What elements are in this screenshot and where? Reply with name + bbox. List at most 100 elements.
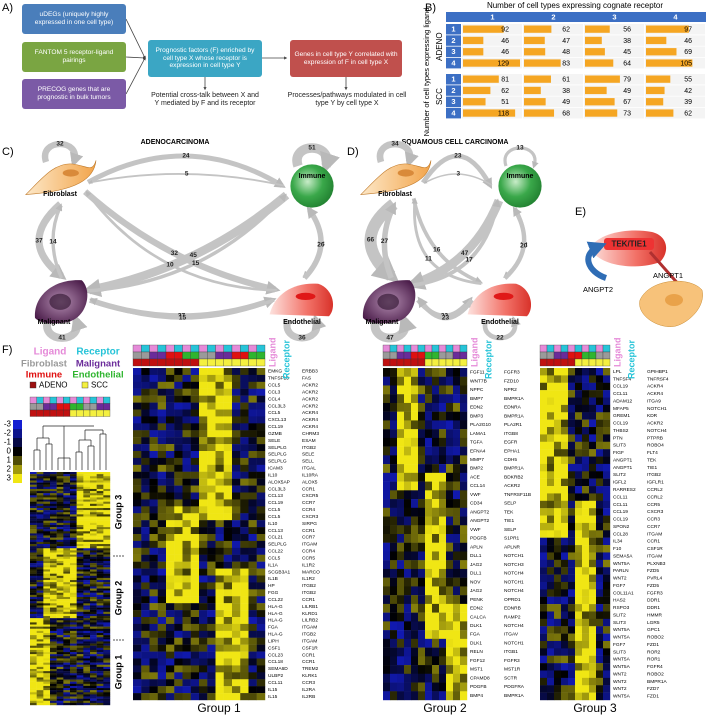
heatmap-cell	[460, 437, 468, 447]
receptor-gene: LILRB1	[302, 604, 318, 610]
heatmap-cell	[418, 507, 426, 517]
header-cell	[76, 396, 84, 404]
heatmap-cell	[30, 522, 37, 526]
heatmap-cell	[446, 481, 454, 491]
heatmap-cell	[63, 662, 71, 665]
heatmap-cell	[411, 516, 419, 526]
heatmap-cell	[83, 635, 91, 638]
heatmap-cell	[174, 423, 183, 431]
heatmap-cell	[50, 645, 57, 649]
heatmap-cell	[603, 500, 611, 509]
receptor-gene: ITGB2	[647, 472, 661, 478]
ligand-gene: IL15	[268, 687, 278, 693]
heatmap-cell	[166, 402, 175, 410]
heatmap-cell	[96, 601, 104, 604]
heatmap-cell	[248, 520, 257, 528]
heatmap-cell	[141, 623, 150, 632]
cell	[645, 74, 705, 85]
heatmap-cell	[63, 611, 71, 615]
heatmap-cell	[63, 484, 71, 488]
heatmap-cell	[568, 478, 576, 487]
heatmap-cell	[50, 607, 57, 610]
heatmap-cell	[554, 463, 562, 472]
heatmap-cell	[215, 437, 224, 445]
heatmap-cell	[575, 670, 583, 679]
nucleus	[295, 292, 316, 300]
heatmap-cell	[36, 510, 44, 513]
heatmap-cell	[432, 560, 440, 570]
heatmap-cell	[554, 677, 562, 686]
heatmap-cell	[240, 589, 249, 597]
heatmap-cell	[582, 626, 590, 634]
edge-label: 11	[425, 255, 432, 262]
ligand-gene: BMP3	[470, 413, 483, 419]
heatmap-cell	[56, 584, 64, 587]
heatmap-cell	[96, 524, 104, 528]
heatmap-cell	[439, 420, 447, 430]
heatmap-cell	[83, 668, 91, 672]
heatmap-cell	[96, 499, 104, 502]
heatmap-cell	[603, 692, 611, 701]
heatmap-cell	[36, 641, 44, 644]
heatmap-cell	[190, 451, 200, 459]
heatmap-cell	[596, 412, 604, 420]
heatmap-cell	[36, 609, 44, 612]
heatmap-cell	[103, 628, 111, 632]
heatmap-cell	[582, 604, 590, 612]
heatmap-cell	[30, 476, 37, 479]
heatmap-cell	[141, 513, 150, 521]
heatmap-cell	[439, 691, 447, 701]
heatmap-cell	[411, 402, 419, 412]
ligand-gene: SLIT2	[613, 472, 626, 478]
heatmap-cell	[568, 530, 576, 538]
heatmap-cell	[36, 596, 44, 600]
heatmap-cell	[174, 368, 183, 376]
heatmap-cell	[411, 490, 419, 500]
heatmap-cell	[199, 561, 208, 569]
heatmap-cell	[397, 595, 405, 605]
heatmap-cell	[207, 561, 216, 569]
heatmap-cell	[70, 690, 77, 693]
heatmap-cell	[207, 492, 216, 500]
heatmap-cell	[411, 437, 419, 447]
heatmap-cell	[96, 656, 104, 659]
heatmap-cell	[56, 641, 64, 644]
heatmap-cell	[397, 507, 405, 517]
heatmap-cell	[603, 441, 611, 450]
heatmap-cell	[256, 368, 266, 376]
header-cell	[602, 351, 611, 360]
heatmap-cell	[603, 397, 611, 406]
heatmap-cell	[383, 542, 391, 552]
interaction-edge	[283, 314, 327, 342]
heatmap-cell	[256, 492, 266, 500]
heatmap-cell	[190, 506, 200, 514]
heatmap-cell	[404, 656, 412, 666]
heatmap-cell	[439, 682, 447, 692]
heatmap-cell	[30, 556, 37, 560]
flow-arrow	[125, 18, 146, 60]
angpt2-arrow	[585, 241, 608, 281]
heatmap-cell	[582, 692, 590, 701]
header-cell	[157, 351, 167, 360]
receptor-gene: ITGAL	[302, 466, 316, 472]
heatmap-cell	[256, 381, 266, 389]
heatmap-cell	[103, 679, 111, 682]
heatmap-cell	[582, 677, 590, 686]
heatmap-cell	[603, 463, 611, 472]
heatmap-cell	[166, 437, 175, 445]
heatmap-cell	[390, 560, 398, 570]
header-cell	[452, 344, 461, 353]
heatmap-cell	[174, 554, 183, 562]
heatmap-cell	[50, 586, 57, 589]
heatmap-cell	[554, 655, 562, 664]
header-cell	[438, 351, 447, 360]
heatmap-cell	[50, 484, 57, 488]
heatmap-cell	[96, 603, 104, 606]
heatmap-cell	[540, 522, 548, 531]
heatmap-cell	[56, 592, 64, 596]
heatmap-cell	[432, 673, 440, 683]
heatmap-cell	[575, 493, 583, 501]
heatmap-cell	[43, 694, 51, 697]
heatmap-cell	[390, 507, 398, 517]
heatmap-cell	[30, 673, 37, 676]
